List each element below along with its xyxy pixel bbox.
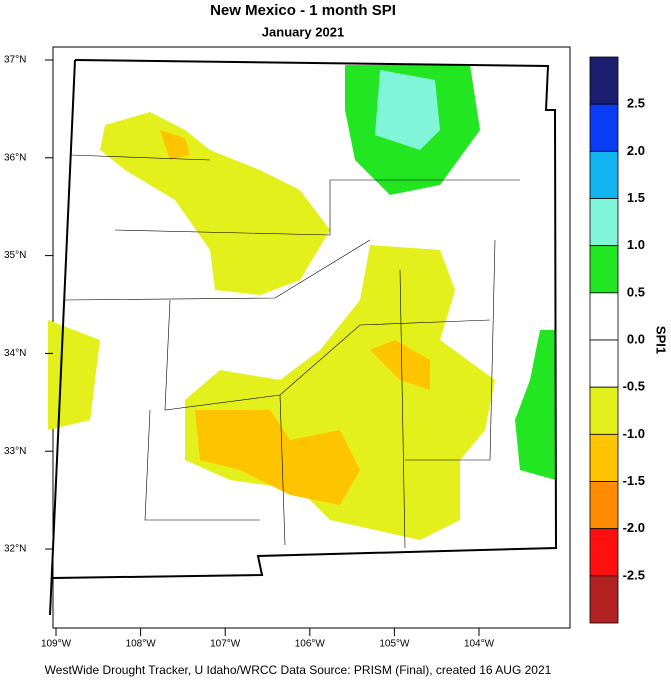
colorbar-tick-label: 1.0 bbox=[627, 237, 645, 252]
wet-area bbox=[515, 330, 556, 480]
colorbar-label: SPI1 bbox=[654, 326, 669, 354]
map-title: New Mexico - 1 month SPI bbox=[210, 2, 396, 19]
lat-label: 32°N bbox=[4, 544, 26, 555]
colorbar-box bbox=[589, 433, 619, 482]
very-dry-area bbox=[195, 410, 360, 505]
lat-label: 34°N bbox=[4, 348, 26, 359]
colorbar-tick-label: 2.5 bbox=[627, 96, 645, 111]
colorbar-box bbox=[589, 528, 619, 577]
lat-label: 33°N bbox=[4, 446, 26, 457]
colorbar-box bbox=[589, 481, 619, 530]
map-subtitle: January 2021 bbox=[262, 24, 344, 39]
very-wet-area bbox=[375, 70, 440, 150]
colorbar-tick-label: -2.0 bbox=[623, 520, 645, 535]
colorbar-tick-label: 0.0 bbox=[627, 331, 645, 346]
colorbar-box bbox=[589, 292, 619, 341]
colorbar-tick-label: -1.5 bbox=[623, 473, 645, 488]
colorbar-tick-label: -2.5 bbox=[623, 567, 645, 582]
county-borders bbox=[64, 154, 520, 549]
lat-label: 37°N bbox=[4, 55, 26, 66]
lat-label: 36°N bbox=[4, 152, 26, 163]
colorbar-tick-label: 1.5 bbox=[627, 190, 645, 205]
lon-label: 104°W bbox=[464, 639, 495, 650]
lat-label: 35°N bbox=[4, 250, 26, 261]
colorbar-box bbox=[589, 103, 619, 152]
colorbar-box bbox=[589, 198, 619, 247]
colorbar-tick-label: 0.5 bbox=[627, 284, 645, 299]
state-border bbox=[49, 59, 76, 616]
very-dry-area bbox=[370, 340, 430, 390]
dry-area bbox=[100, 112, 330, 295]
colorbar-box bbox=[589, 245, 619, 294]
footer: WestWide Drought Tracker, U Idaho/WRCC D… bbox=[45, 663, 552, 677]
dry-area bbox=[48, 320, 100, 430]
lon-label: 105°W bbox=[379, 639, 410, 650]
lon-label: 109°W bbox=[41, 639, 72, 650]
colorbar-box bbox=[589, 56, 619, 105]
colorbar-tick-label: -0.5 bbox=[623, 379, 645, 394]
colorbar-box bbox=[589, 339, 619, 388]
state-border bbox=[52, 59, 558, 579]
lon-label: 106°W bbox=[295, 639, 326, 650]
lon-label: 108°W bbox=[126, 639, 157, 650]
map-area bbox=[48, 46, 571, 629]
colorbar-tick-label: -1.0 bbox=[623, 426, 645, 441]
colorbar-box bbox=[589, 386, 619, 435]
colorbar-tick-label: 2.0 bbox=[627, 143, 645, 158]
lon-label: 107°W bbox=[210, 639, 241, 650]
colorbar-box bbox=[589, 575, 619, 624]
colorbar-box bbox=[589, 150, 619, 199]
very-dry-area bbox=[160, 130, 190, 160]
